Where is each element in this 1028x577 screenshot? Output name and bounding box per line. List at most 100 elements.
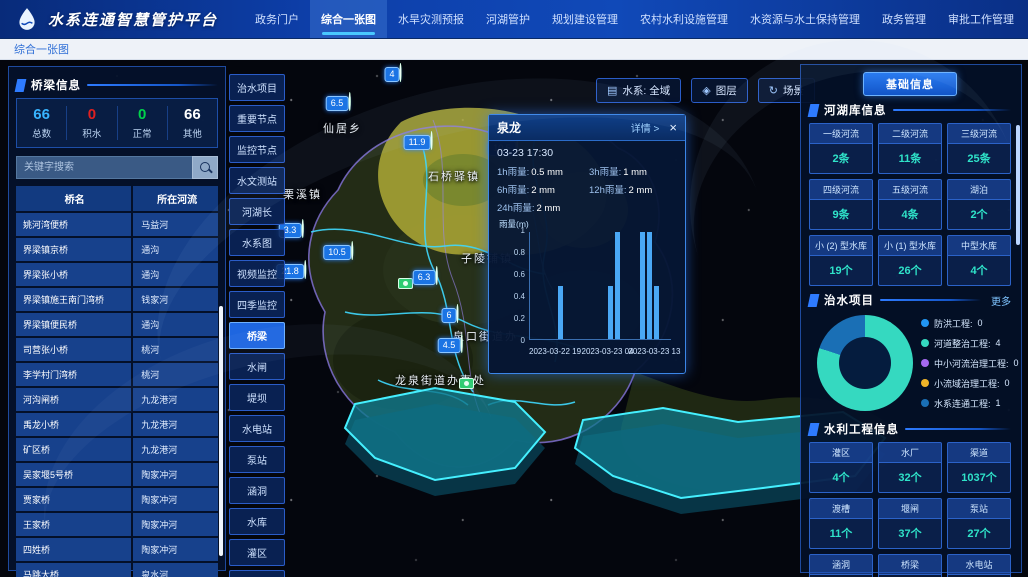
table-row[interactable]: 王家桥 陶家冲河 xyxy=(16,513,218,536)
map-marker[interactable]: 10.5 xyxy=(323,241,353,260)
table-vertical-scrollbar[interactable] xyxy=(219,306,223,556)
nav-tab[interactable]: 河湖管护 xyxy=(486,14,531,26)
col-header-bridge: 桥名 xyxy=(16,186,132,211)
nav-tab[interactable]: 政务门户 xyxy=(255,14,300,26)
bridge-name-cell: 界梁镇便民桥 xyxy=(16,313,132,336)
table-row[interactable]: 界梁张小桥 通沟 xyxy=(16,263,218,286)
section-notch-icon xyxy=(807,293,820,307)
panel-scrollbar[interactable] xyxy=(1016,125,1020,245)
layer-menu-item[interactable]: 灌区 xyxy=(229,539,285,566)
map-place-label: 仙居乡 xyxy=(323,123,362,135)
map-marker[interactable]: 6.3 xyxy=(412,266,438,285)
card-label: 湖泊 xyxy=(948,180,1010,200)
chart-y-ticks: 1 0.8 0.6 0.4 0.2 0 xyxy=(499,227,525,345)
card-label: 桥梁 xyxy=(879,555,941,575)
table-row[interactable]: 河沟闸桥 九龙港河 xyxy=(16,388,218,411)
search-input[interactable] xyxy=(16,156,192,179)
layer-menu-item[interactable]: 视频监控 xyxy=(229,260,285,287)
layer-menu-item[interactable]: 桥梁 xyxy=(229,322,285,349)
nav-tab[interactable]: 政务管理 xyxy=(882,14,927,26)
rain-stat: 3h雨量: 1 mm xyxy=(589,167,647,178)
y-tick-label: 1 xyxy=(520,226,525,235)
marker-pin-icon xyxy=(460,334,463,353)
nav-tab[interactable]: 审批工作管理 xyxy=(948,14,1015,26)
table-row[interactable]: 四姓桥 陶家冲河 xyxy=(16,538,218,561)
river-name-cell: 桃河 xyxy=(133,338,218,361)
breadcrumb[interactable]: 综合一张图 xyxy=(14,43,69,56)
layer-menu-item[interactable]: 水库 xyxy=(229,508,285,535)
river-name-cell: 陶家冲河 xyxy=(133,513,218,536)
nav-tab[interactable]: 综合一张图 xyxy=(310,0,388,38)
bridge-stat: 66 总数 xyxy=(17,106,68,140)
stat-value: 0 xyxy=(137,106,147,123)
layer-menu-item[interactable]: 堤坝 xyxy=(229,384,285,411)
nav-tab[interactable]: 水资源与水土保持管理 xyxy=(750,14,861,26)
legend-dot-icon xyxy=(921,399,929,407)
layer-menu-item[interactable]: 重要节点 xyxy=(229,105,285,132)
table-row[interactable]: 吴家堰5号桥 陶家冲河 xyxy=(16,463,218,486)
nav-tab[interactable]: 规划建设管理 xyxy=(552,14,619,26)
table-row[interactable]: 贾家桥 陶家冲河 xyxy=(16,488,218,511)
camera-icon[interactable] xyxy=(459,378,474,389)
river-name-cell: 陶家冲河 xyxy=(133,463,218,486)
camera-icon[interactable] xyxy=(398,278,413,289)
river-name-cell: 钱家河 xyxy=(133,288,218,311)
table-row[interactable]: 马跳大桥 泉水河 xyxy=(16,563,218,577)
table-row[interactable]: 禹龙小桥 九龙港河 xyxy=(16,413,218,436)
bridge-info-panel: 桥梁信息 66 总数 0 积水 0 正常 66 其他 桥名 所在河流 xyxy=(8,66,226,577)
stat-card: 桥梁 66个 xyxy=(878,554,942,577)
search-icon[interactable] xyxy=(192,156,218,179)
table-row[interactable]: 矿区桥 九龙港河 xyxy=(16,438,218,461)
close-icon[interactable]: × xyxy=(669,120,677,135)
nav-tab[interactable]: 水旱灾测预报 xyxy=(398,14,465,26)
layer-menu-item[interactable]: 涵洞 xyxy=(229,477,285,504)
layer-menu-item[interactable]: 河湖长 xyxy=(229,198,285,225)
river-cards: 一级河流 2条 二级河流 11条 三级河流 25条 四级河流 9条 五级河流 4… xyxy=(809,123,1011,286)
table-row[interactable]: 界梁镇施王南门湾桥 钱家河 xyxy=(16,288,218,311)
map-marker[interactable]: 4 xyxy=(384,63,402,82)
y-tick-label: 0.8 xyxy=(513,248,525,257)
stat-card: 四级河流 9条 xyxy=(809,179,873,230)
popup-detail-link[interactable]: 详情 > xyxy=(630,124,660,135)
layer-menu-item[interactable]: 四季监控 xyxy=(229,291,285,318)
nav-tab[interactable]: 农村水利设施管理 xyxy=(640,14,729,26)
map-marker[interactable]: 6 xyxy=(441,304,459,323)
table-row[interactable]: 界梁镇京桥 通沟 xyxy=(16,238,218,261)
map-control-button[interactable]: ▤ 水系: 全域 xyxy=(596,78,682,103)
river-name-cell: 陶家冲河 xyxy=(133,538,218,561)
stat-card: 小 (2) 型水库 19个 xyxy=(809,235,873,286)
table-row[interactable]: 李学村门湾桥 桃河 xyxy=(16,363,218,386)
card-label: 小 (1) 型水库 xyxy=(879,236,941,256)
layer-menu-item[interactable]: 泵站 xyxy=(229,446,285,473)
map-marker[interactable]: 6.5 xyxy=(325,92,351,111)
table-row[interactable]: 司营张小桥 桃河 xyxy=(16,338,218,361)
legend-item: 河道整治工程: 4 xyxy=(921,337,1019,350)
bridge-panel-title: 桥梁信息 xyxy=(31,80,81,92)
top-nav: 水系连通智慧管护平台 政务门户 综合一张图 水旱灾测预报 河湖管护 规划建设管理… xyxy=(0,0,1028,38)
table-row[interactable]: 姚河湾便桥 马益河 xyxy=(16,213,218,236)
legend-dot-icon xyxy=(921,319,929,327)
section-notch-icon xyxy=(14,78,27,92)
marker-pin-icon xyxy=(348,92,351,111)
map-place-label: 栗溪镇 xyxy=(283,189,322,201)
map-marker[interactable]: 4.5 xyxy=(437,334,463,353)
table-row[interactable]: 界梁镇便民桥 通沟 xyxy=(16,313,218,336)
map-control-button[interactable]: ◈ 图层 xyxy=(691,78,748,103)
card-value: 2条 xyxy=(832,153,850,165)
layer-menu-item[interactable]: 治水项目 xyxy=(229,74,285,101)
layer-menu-item[interactable]: 水系图 xyxy=(229,229,285,256)
bridge-stat: 0 正常 xyxy=(118,106,168,140)
layer-menu-item[interactable]: 水电站 xyxy=(229,415,285,442)
bridge-name-cell: 李学村门湾桥 xyxy=(16,363,132,386)
projects-section-title: 治水项目 xyxy=(824,295,874,307)
layer-menu-item[interactable]: 监控节点 xyxy=(229,136,285,163)
marker-value: 4.5 xyxy=(437,338,461,353)
layer-menu-item[interactable]: 水文测站 xyxy=(229,167,285,194)
layer-menu-item[interactable]: 水厂 xyxy=(229,570,285,577)
stat-label: 积水 xyxy=(82,129,102,140)
layer-menu-item[interactable]: 水闸 xyxy=(229,353,285,380)
more-link[interactable]: 更多 xyxy=(991,296,1011,308)
map-controls: ▤ 水系: 全域 ◈ 图层 ↻ 场景 xyxy=(596,78,815,103)
map-marker[interactable]: 11.9 xyxy=(403,131,433,150)
basic-info-button[interactable]: 基础信息 xyxy=(863,72,957,96)
